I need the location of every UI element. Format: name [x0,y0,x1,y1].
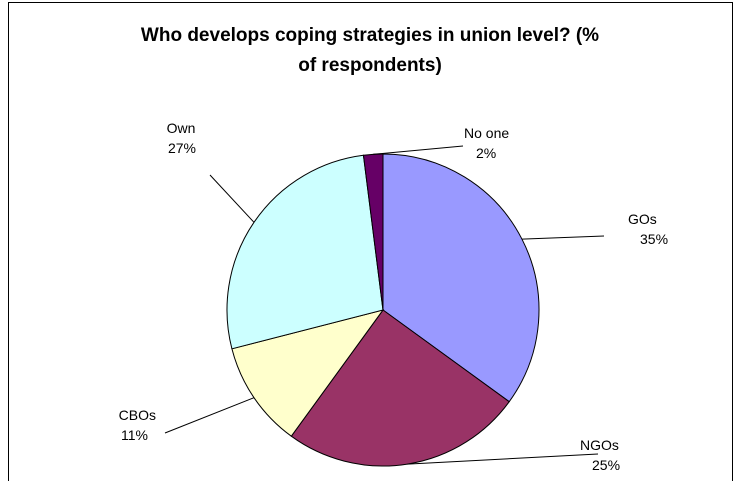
chart-title-line-2: of respondents) [298,55,442,76]
slice-label-own: Own [167,120,196,136]
slice-label-no-one: No one [464,125,509,141]
pie-slice-gos [382,153,540,403]
chart-title-line-1: Who develops coping strategies in union … [140,25,600,46]
leader-lines [164,145,605,465]
leader-line-ngos [407,453,599,465]
slice-labels: GOs 35% NGOs 25% CBOs 11% Own 27% No one 2% [119,120,668,473]
leader-line-own [209,174,255,223]
slice-value-no-one: 2% [476,145,496,161]
pie-slice-cbos [231,309,385,437]
slice-label-cbos: CBOs [119,407,156,423]
slice-label-gos: GOs [628,211,657,227]
slice-value-own: 27% [168,140,196,156]
leader-line-gos [521,235,605,240]
slice-value-ngos: 25% [592,457,620,473]
slice-label-ngos: NGOs [580,437,619,453]
slice-value-cbos: 11% [121,427,148,443]
leader-line-no-one [373,145,464,155]
leader-line-cbos [164,397,255,434]
chart-title: Who develops coping strategies in union … [70,21,670,81]
pie-slices [226,153,540,467]
slice-value-gos: 35% [640,231,668,247]
